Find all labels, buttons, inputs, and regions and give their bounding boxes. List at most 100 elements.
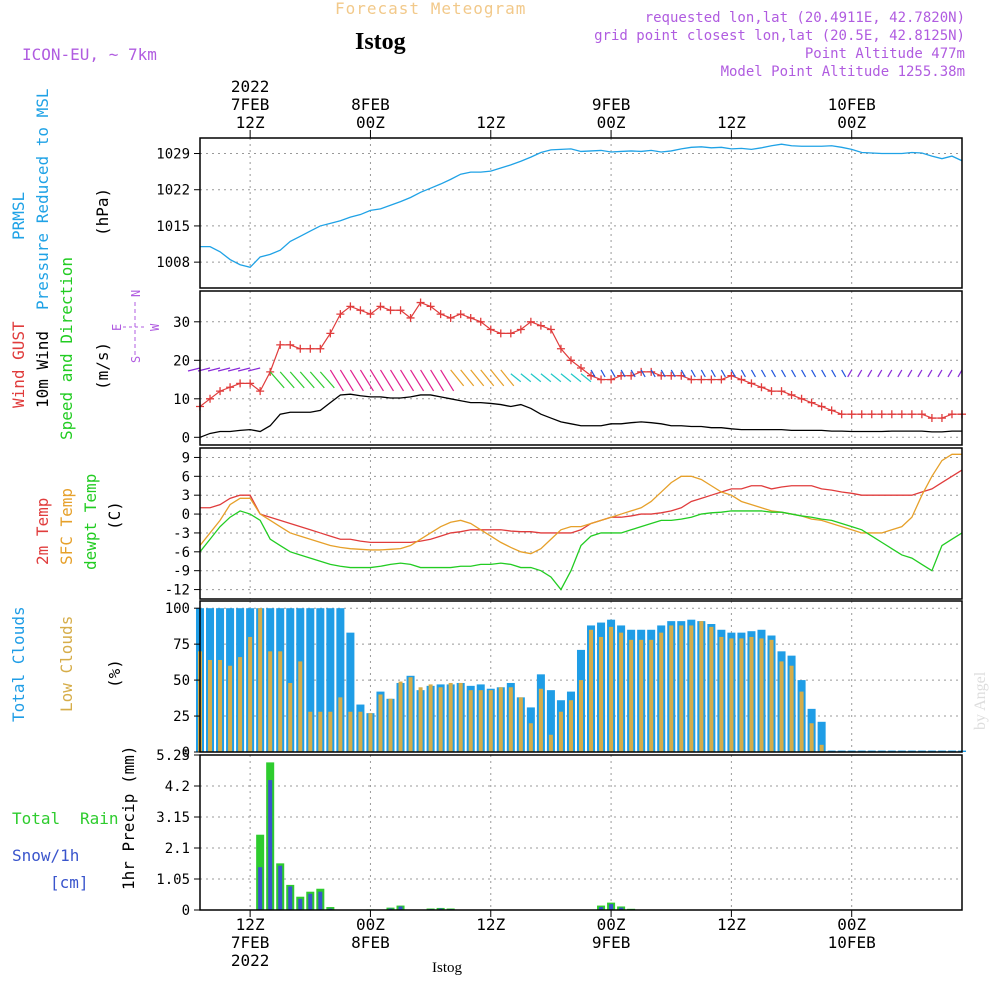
wind-direction-arrow [897, 369, 903, 378]
wind-direction-arrow [510, 373, 522, 383]
low-cloud-bar [488, 690, 493, 752]
low-cloud-bar [799, 691, 804, 752]
low-cloud-bar [238, 657, 243, 752]
wind-direction-arrow [937, 369, 943, 378]
watermark: by Angel [972, 671, 989, 730]
requested-coords: requested lon,lat (20.4911E, 42.7820N) [645, 10, 965, 26]
wind-gust-marker [396, 306, 405, 315]
wind-direction-arrow [560, 373, 572, 383]
wind-gust-marker [707, 375, 716, 384]
wind-gust-marker [406, 313, 415, 322]
wind-gust-marker [386, 306, 395, 315]
top-axis-hour: 00Z [356, 113, 385, 132]
bottom-axis-hour: 00Z [597, 915, 626, 934]
wind-direction-arrow [907, 369, 913, 378]
wind-gust-marker [577, 364, 585, 372]
snow-bar [298, 898, 303, 910]
prmsl-line [200, 143, 963, 269]
wind-gust-marker [226, 383, 235, 392]
wind-direction-arrow [690, 369, 696, 378]
low-cloud-bar [448, 682, 453, 752]
wind-direction-arrow [700, 369, 706, 378]
low-cloud-bar [518, 697, 523, 752]
y-tick-label: 1008 [156, 255, 190, 271]
wind-direction-arrow [420, 369, 435, 392]
wind-gust-marker [506, 329, 515, 338]
prmsl-label: PRMSL [9, 192, 28, 240]
wind-gust-marker [336, 310, 345, 319]
wind-direction-arrow [187, 367, 201, 372]
total-cloud-bar [286, 608, 295, 752]
wind-gust-marker [637, 367, 646, 376]
snow-bar [609, 904, 614, 910]
low-cloud-bar [619, 632, 624, 752]
top-axis-date: 9FEB [592, 95, 631, 114]
y-tick-label: 0 [182, 507, 190, 523]
low-cloud-bar [779, 661, 784, 752]
y-tick-label: 9 [182, 450, 190, 466]
low-cloud-bar [208, 659, 213, 752]
wind-gust-marker [546, 325, 555, 334]
snow-bar [398, 906, 403, 910]
wind-direction-arrow [660, 369, 666, 378]
wind-gust-marker [486, 325, 495, 334]
y-tick-label: 30 [173, 315, 190, 331]
low-cloud-bar [308, 711, 313, 752]
wind-gust-marker [536, 321, 545, 330]
wind-direction-arrow [740, 369, 746, 378]
panel-frame [199, 137, 963, 289]
total-cloud-bar [306, 608, 315, 752]
low-cloud-bar [428, 684, 433, 752]
low-cloud-bar [398, 681, 403, 752]
wind-gust-marker [296, 344, 305, 353]
wind-direction-arrow [470, 369, 485, 387]
low-cloud-bar [358, 711, 363, 752]
low-cloud-bar [709, 626, 714, 752]
wind-direction-arrow [460, 369, 475, 387]
low-cloud-bar [268, 651, 273, 752]
y-tick-label: 3 [182, 488, 190, 504]
wind-direction-arrow [440, 369, 455, 392]
wind-gust-marker [877, 410, 886, 419]
low-cloud-bar [669, 625, 674, 752]
low-cloud-bar [438, 687, 443, 752]
wind-gust-marker [306, 344, 315, 353]
wind-gust-marker [496, 329, 505, 338]
top-axis-date: 10FEB [828, 95, 876, 114]
low-cloud-bar [689, 625, 694, 752]
wind-direction-arrow [610, 369, 616, 378]
low-cloud-bar [508, 687, 513, 752]
y-tick-label: -3 [173, 526, 190, 542]
snow-bar [318, 891, 323, 910]
low-cloud-bar [388, 698, 393, 752]
y-tick-label: -12 [165, 583, 190, 599]
y-tick-label: 1022 [156, 183, 190, 199]
wind-direction-arrow [600, 369, 606, 378]
wind-direction-arrow [217, 367, 231, 372]
low-cloud-bar [699, 621, 704, 752]
wind-direction-arrow [570, 373, 582, 383]
low-cloud-bar [348, 711, 353, 752]
wind-gust-marker [697, 375, 706, 384]
low-cloud-bar [288, 682, 293, 752]
wind-direction-arrow [339, 369, 354, 392]
wind-direction-arrow [369, 369, 384, 392]
y-tick-label: 1015 [156, 219, 190, 235]
wind-direction-arrow [279, 371, 295, 389]
total-cloud-bar [817, 721, 826, 752]
y-tick-label: -6 [173, 545, 190, 561]
bottom-axis-date: 8FEB [351, 933, 390, 952]
wind-gust-marker [416, 298, 425, 307]
wind-direction-arrow [379, 369, 394, 392]
y-tick-label: -9 [173, 564, 190, 580]
wind-direction-arrow [410, 369, 425, 392]
wind-gust-marker [276, 340, 285, 349]
low-cloud-bar [819, 744, 824, 752]
wind-gust-marker [236, 379, 245, 388]
wind-direction-arrow [207, 367, 221, 372]
wind-gust-marker [927, 414, 936, 423]
bottom-axis-hour: 12Z [717, 915, 746, 934]
wind-direction-arrow [550, 373, 562, 383]
y-tick-label: 0 [182, 745, 190, 761]
